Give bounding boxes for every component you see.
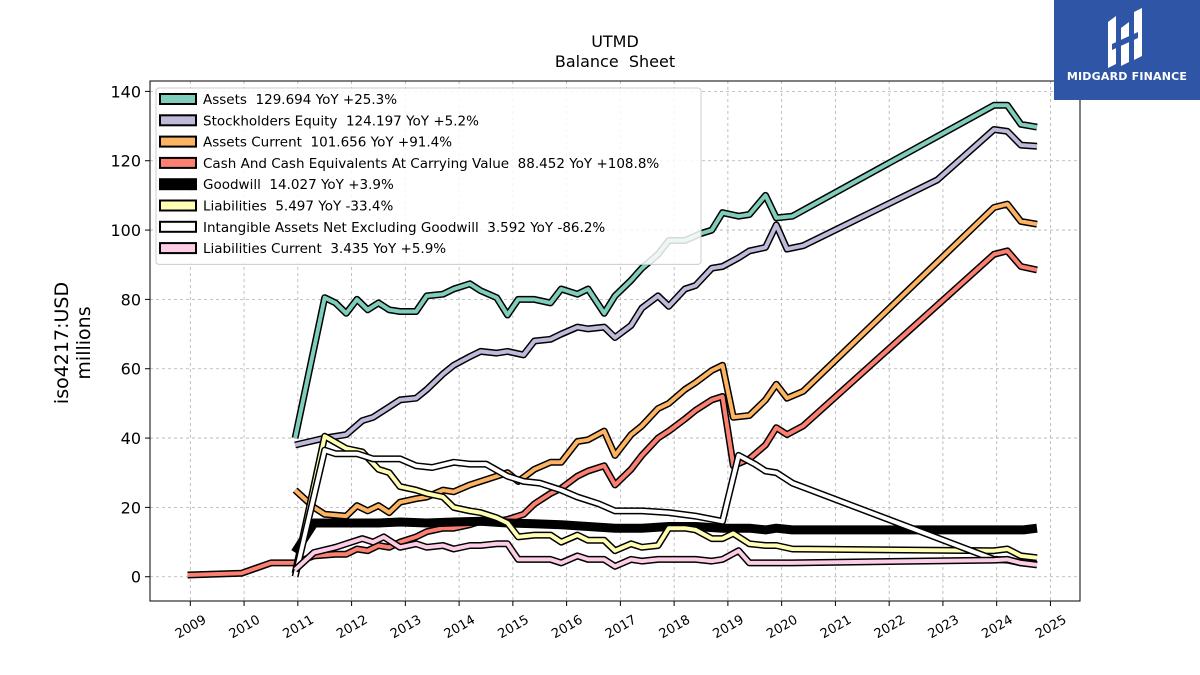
x-tick-label: 2013 — [388, 613, 424, 643]
legend-swatch — [159, 114, 197, 127]
y-tick-label: 40 — [121, 429, 141, 448]
legend-swatch — [159, 220, 197, 233]
series-line — [291, 516, 1038, 555]
y-tick-label: 100 — [110, 221, 141, 240]
series-line — [293, 534, 1038, 572]
x-tick-label: 2021 — [818, 613, 854, 643]
legend-label: Liabilities Current 3.435 YoY +5.9% — [203, 241, 446, 257]
x-tick-label: 2018 — [657, 613, 693, 643]
series-line — [293, 103, 1038, 439]
series-4 — [291, 516, 1038, 555]
legend-swatch — [159, 156, 197, 169]
series-line — [293, 434, 1038, 574]
plot-frame — [149, 80, 1081, 602]
x-tick-label: 2025 — [1033, 613, 1069, 643]
legend-label: Goodwill 14.027 YoY +3.9% — [203, 177, 394, 193]
series-line-outline — [291, 432, 1038, 575]
brand-logo: MIDGARD FINANCE — [1054, 0, 1200, 100]
series-0 — [291, 101, 1038, 439]
y-tick-label: 120 — [110, 152, 141, 171]
legend: Assets 129.694 YoY +25.3% Stockholders Eq… — [155, 87, 702, 265]
series-1 — [294, 126, 1038, 449]
series-7 — [292, 533, 1038, 573]
x-tick-label: 2024 — [979, 613, 1015, 643]
legend-swatch — [159, 135, 197, 148]
chart-subtitle: Balance Sheet — [555, 52, 675, 71]
series-6 — [291, 446, 1038, 578]
legend-swatch — [159, 242, 197, 255]
x-tick-label: 2010 — [227, 613, 263, 643]
series-line — [294, 127, 1038, 447]
y-axis-label-line1: iso4217:USD — [51, 282, 73, 404]
legend-label: Stockholders Equity 124.197 YoY +5.2% — [203, 113, 479, 129]
y-tick-label: 140 — [110, 82, 141, 101]
series-line — [293, 202, 1038, 519]
series-2 — [292, 200, 1038, 520]
legend-swatch — [159, 93, 197, 105]
y-tick-label: 0 — [131, 568, 141, 587]
legend-label: Assets 129.694 YoY +25.3% — [203, 92, 397, 108]
x-tick-label: 2020 — [764, 613, 800, 643]
legend-label: Intangible Assets Net Excluding Goodwill… — [203, 220, 605, 236]
legend-swatch — [159, 199, 197, 212]
legend-box — [155, 87, 702, 265]
y-tick-label: 60 — [121, 360, 141, 379]
series-group — [187, 101, 1038, 579]
legend-swatch — [159, 178, 197, 191]
x-tick-label: 2009 — [173, 613, 209, 643]
y-axis-label-line2: millions — [73, 306, 95, 379]
x-tick-label: 2012 — [334, 613, 370, 643]
x-tick-label: 2022 — [872, 613, 908, 643]
series-line — [293, 448, 1038, 578]
chart-title: UTMD — [591, 32, 639, 51]
x-tick-label: 2011 — [281, 613, 317, 643]
x-tick-label: 2017 — [603, 613, 639, 643]
legend-label: Liabilities 5.497 YoY -33.4% — [203, 199, 393, 215]
y-tick-label: 20 — [121, 498, 141, 517]
brand-logo-icon — [1108, 8, 1142, 68]
x-tick-label: 2019 — [711, 613, 747, 643]
x-tick-label: 2015 — [496, 613, 532, 643]
y-tick-label: 80 — [121, 290, 141, 309]
series-5 — [291, 432, 1038, 575]
x-tick-label: 2014 — [442, 613, 478, 643]
brand-logo-text: MIDGARD FINANCE — [1066, 70, 1188, 83]
x-tick-label: 2016 — [549, 613, 585, 643]
legend-label: Assets Current 101.656 YoY +91.4% — [203, 135, 452, 151]
legend-label: Cash And Cash Equivalents At Carrying Va… — [203, 156, 659, 172]
x-tick-label: 2023 — [926, 613, 962, 643]
